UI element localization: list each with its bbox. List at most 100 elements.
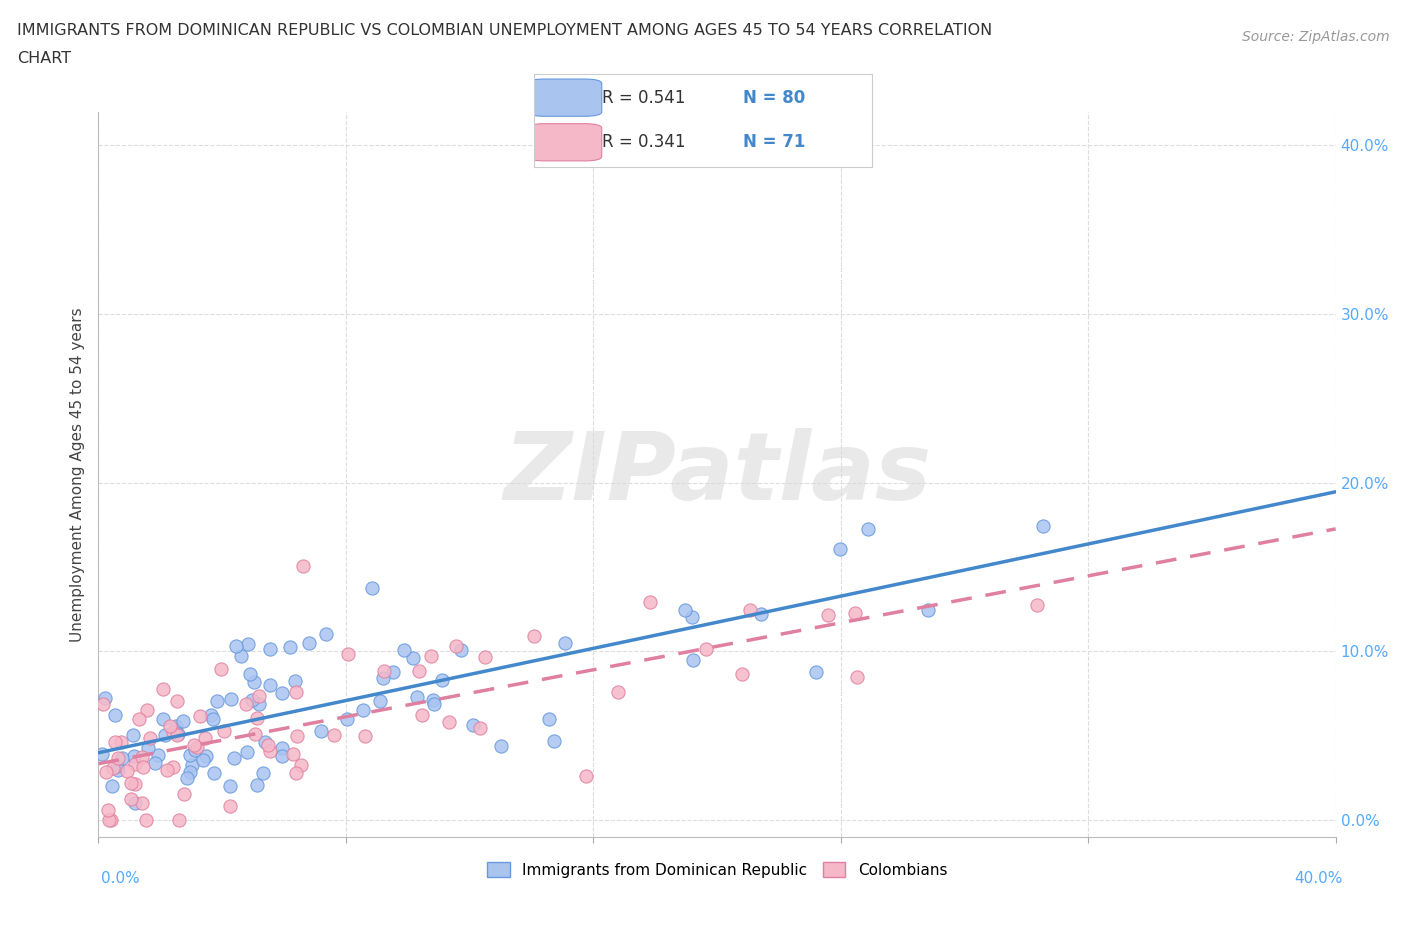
Point [337, 646, 360, 661]
Point [107, 763, 129, 777]
Point [97, 813, 120, 828]
Point [235, 697, 257, 711]
Point [290, 757, 312, 772]
Point [188, 709, 211, 724]
Point [249, 688, 271, 703]
Point [392, 643, 415, 658]
Point [420, 648, 443, 663]
Text: Source: ZipAtlas.com: Source: ZipAtlas.com [1241, 30, 1389, 44]
Point [122, 727, 145, 742]
Point [830, 542, 852, 557]
Point [97, 803, 120, 817]
Point [111, 751, 134, 766]
Point [749, 606, 772, 621]
Point [681, 610, 703, 625]
Point [322, 728, 344, 743]
Point [731, 667, 754, 682]
Point [91, 697, 114, 711]
Point [474, 649, 496, 664]
Point [543, 734, 565, 749]
Point [336, 711, 359, 726]
Point [224, 751, 246, 765]
Point [371, 671, 394, 686]
Point [298, 635, 321, 650]
Point [361, 581, 384, 596]
Point [124, 777, 146, 791]
Text: R = 0.341: R = 0.341 [602, 133, 685, 152]
Point [740, 603, 762, 618]
Point [179, 748, 201, 763]
Point [270, 749, 292, 764]
Point [354, 728, 377, 743]
Point [292, 559, 315, 574]
Point [450, 643, 472, 658]
Point [200, 708, 222, 723]
Point [491, 738, 513, 753]
Point [806, 665, 828, 680]
Point [373, 663, 395, 678]
Point [278, 640, 301, 655]
Point [246, 711, 269, 725]
Point [270, 740, 292, 755]
Text: N = 71: N = 71 [744, 133, 806, 152]
Point [1025, 597, 1047, 612]
Point [271, 685, 294, 700]
Point [236, 637, 259, 652]
Point [382, 665, 405, 680]
Point [259, 677, 281, 692]
Text: IMMIGRANTS FROM DOMINICAN REPUBLIC VS COLOMBIAN UNEMPLOYMENT AMONG AGES 45 TO 54: IMMIGRANTS FROM DOMINICAN REPUBLIC VS CO… [17, 23, 993, 38]
Point [186, 739, 208, 754]
Point [353, 702, 375, 717]
Point [162, 760, 184, 775]
Point [408, 663, 430, 678]
Point [284, 765, 307, 780]
Point [135, 702, 157, 717]
Point [100, 813, 122, 828]
Point [1032, 519, 1054, 534]
Point [284, 674, 307, 689]
Point [162, 724, 184, 739]
Point [411, 708, 433, 723]
Point [176, 770, 198, 785]
Point [673, 603, 696, 618]
Point [166, 694, 188, 709]
Point [153, 727, 176, 742]
Point [205, 694, 228, 709]
Point [166, 728, 188, 743]
Point [180, 757, 202, 772]
Text: 40.0%: 40.0% [1295, 871, 1343, 886]
Point [287, 728, 309, 743]
Point [195, 749, 218, 764]
Point [607, 684, 630, 699]
Point [131, 760, 153, 775]
Point [94, 764, 117, 779]
Point [236, 745, 259, 760]
Y-axis label: Unemployment Among Ages 45 to 54 years: Unemployment Among Ages 45 to 54 years [69, 307, 84, 642]
Point [917, 603, 939, 618]
Point [844, 605, 866, 620]
Point [122, 749, 145, 764]
FancyBboxPatch shape [527, 124, 602, 161]
Point [259, 744, 281, 759]
Point [695, 642, 717, 657]
Point [194, 731, 217, 746]
Point [444, 639, 467, 654]
Point [461, 718, 484, 733]
Point [202, 765, 225, 780]
Point [243, 726, 266, 741]
Point [246, 777, 269, 792]
Point [254, 735, 277, 750]
Point [120, 791, 142, 806]
Point [139, 731, 162, 746]
Point [104, 735, 127, 750]
Point [422, 692, 444, 707]
Point [315, 627, 337, 642]
Point [537, 711, 560, 726]
Point [128, 711, 150, 726]
Point [575, 768, 598, 783]
Point [136, 740, 159, 755]
Point [159, 719, 181, 734]
Point [554, 636, 576, 651]
Point [252, 765, 274, 780]
Point [523, 629, 546, 644]
